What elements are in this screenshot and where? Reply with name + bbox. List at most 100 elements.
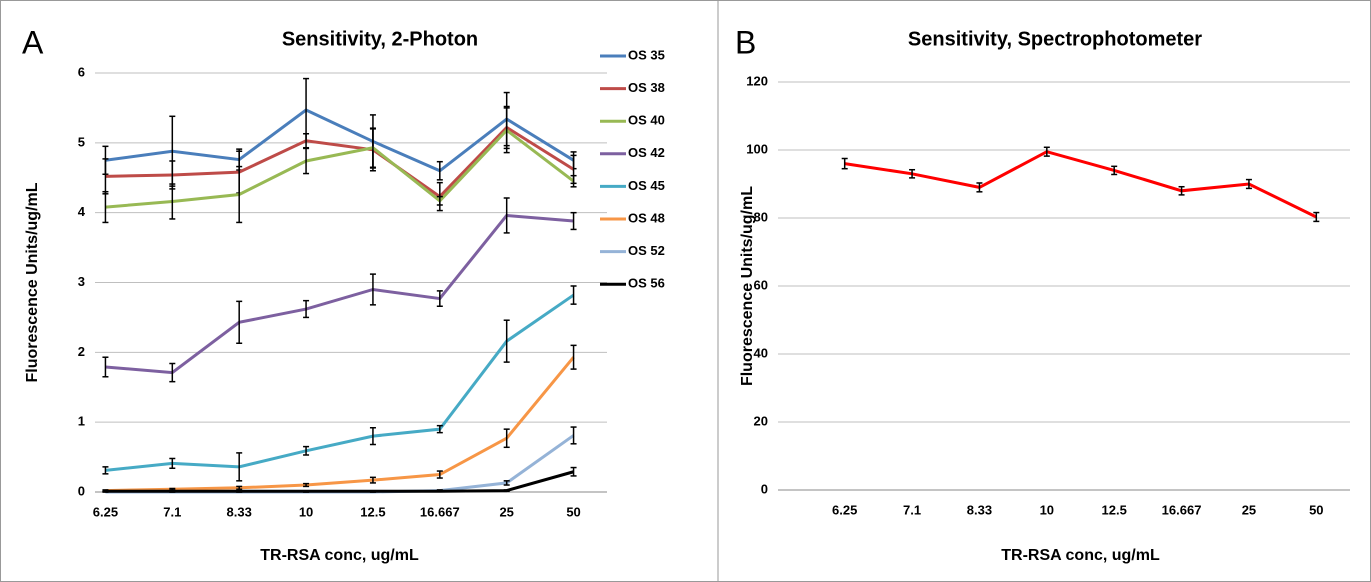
error-bar bbox=[436, 290, 443, 307]
error-bar bbox=[169, 457, 176, 470]
error-bar bbox=[236, 452, 243, 482]
error-bar bbox=[1245, 178, 1252, 190]
panel-label: B bbox=[735, 24, 756, 60]
error-bar bbox=[169, 183, 176, 220]
legend-label: OS 38 bbox=[628, 80, 665, 95]
legend-label: OS 40 bbox=[628, 113, 665, 128]
error-bar bbox=[369, 127, 376, 169]
error-bar bbox=[369, 476, 376, 484]
error-bar bbox=[570, 285, 577, 305]
error-bar bbox=[1043, 146, 1050, 157]
error-bar bbox=[436, 160, 443, 181]
y-tick-label: 60 bbox=[754, 277, 768, 292]
x-tick-label: 12.5 bbox=[1102, 502, 1127, 517]
y-tick-label: 40 bbox=[754, 345, 768, 360]
series-line bbox=[105, 293, 575, 472]
y-axis-title: Fluorescence Units/ug/mL bbox=[24, 182, 41, 382]
error-bar bbox=[102, 466, 109, 475]
x-tick-label: 25 bbox=[1242, 502, 1256, 517]
error-bar bbox=[436, 195, 443, 206]
y-tick-label: 3 bbox=[78, 274, 85, 289]
x-tick-label: 16.667 bbox=[420, 504, 460, 519]
x-tick-label: 16.667 bbox=[1162, 502, 1202, 517]
legend-label: OS 48 bbox=[628, 210, 665, 225]
error-bar bbox=[503, 197, 510, 234]
legend-label: OS 35 bbox=[628, 47, 665, 62]
y-tick-label: 5 bbox=[78, 134, 85, 149]
panel-label: A bbox=[22, 24, 44, 60]
series-line bbox=[105, 356, 575, 493]
chart-title: Sensitivity, 2-Photon bbox=[282, 28, 478, 50]
legend-label: OS 42 bbox=[628, 145, 665, 160]
error-bar bbox=[570, 466, 577, 477]
error-bar bbox=[1178, 185, 1185, 196]
y-tick-label: 0 bbox=[761, 481, 768, 496]
legend-label: OS 52 bbox=[628, 243, 665, 258]
error-bar bbox=[1111, 165, 1118, 176]
error-bar bbox=[1313, 211, 1320, 223]
x-tick-label: 12.5 bbox=[360, 504, 385, 519]
error-bar bbox=[570, 211, 577, 231]
y-tick-label: 0 bbox=[78, 483, 85, 498]
error-bar bbox=[503, 428, 510, 449]
x-tick-label: 8.33 bbox=[227, 504, 252, 519]
error-bar bbox=[436, 470, 443, 479]
error-bar bbox=[570, 344, 577, 370]
error-bar bbox=[841, 157, 848, 170]
error-bar bbox=[236, 485, 243, 490]
error-bar bbox=[303, 482, 310, 488]
x-tick-label: 10 bbox=[299, 504, 313, 519]
y-tick-label: 80 bbox=[754, 209, 768, 224]
error-bar bbox=[909, 168, 916, 179]
x-tick-label: 10 bbox=[1040, 502, 1054, 517]
legend-label: OS 45 bbox=[628, 178, 665, 193]
error-bar bbox=[570, 426, 577, 445]
series-line bbox=[105, 125, 575, 199]
y-axis-title: Fluorescence Units/ug/mL bbox=[739, 186, 756, 386]
x-tick-label: 7.1 bbox=[903, 502, 921, 517]
error-bar bbox=[303, 299, 310, 319]
error-bar bbox=[369, 273, 376, 306]
x-tick-label: 25 bbox=[499, 504, 513, 519]
error-bar bbox=[102, 356, 109, 378]
error-bar bbox=[303, 445, 310, 456]
error-bar bbox=[503, 107, 510, 154]
error-bar bbox=[503, 480, 510, 486]
x-axis-title: TR-RSA conc, ug/mL bbox=[1001, 547, 1160, 564]
x-tick-label: 6.25 bbox=[93, 504, 118, 519]
error-bar bbox=[503, 319, 510, 363]
error-bar bbox=[169, 362, 176, 383]
error-bar bbox=[102, 190, 109, 224]
x-tick-label: 50 bbox=[1309, 502, 1323, 517]
error-bar bbox=[236, 300, 243, 345]
y-tick-label: 20 bbox=[754, 413, 768, 428]
x-tick-label: 8.33 bbox=[967, 502, 992, 517]
legend-label: OS 56 bbox=[628, 276, 665, 291]
error-bar bbox=[503, 489, 510, 493]
y-tick-label: 4 bbox=[78, 204, 86, 219]
series-line bbox=[105, 108, 575, 173]
error-bar bbox=[570, 174, 577, 188]
series-line bbox=[844, 150, 1317, 219]
error-bar bbox=[436, 424, 443, 434]
y-tick-label: 2 bbox=[78, 344, 85, 359]
error-bar bbox=[169, 487, 176, 491]
y-tick-label: 100 bbox=[746, 141, 768, 156]
y-tick-label: 1 bbox=[78, 414, 85, 429]
error-bar bbox=[303, 147, 310, 175]
error-bar bbox=[236, 165, 243, 224]
error-bar bbox=[976, 182, 983, 193]
x-axis-title: TR-RSA conc, ug/mL bbox=[260, 547, 419, 564]
chart-title: Sensitivity, Spectrophotometer bbox=[908, 28, 1202, 50]
y-tick-label: 120 bbox=[746, 73, 768, 88]
series-line bbox=[105, 470, 574, 493]
x-tick-label: 6.25 bbox=[832, 502, 857, 517]
y-tick-label: 6 bbox=[78, 64, 85, 79]
series-line bbox=[105, 213, 574, 375]
error-bar bbox=[369, 427, 376, 446]
x-tick-label: 7.1 bbox=[163, 504, 181, 519]
series-line bbox=[105, 128, 575, 209]
x-tick-label: 50 bbox=[566, 504, 580, 519]
